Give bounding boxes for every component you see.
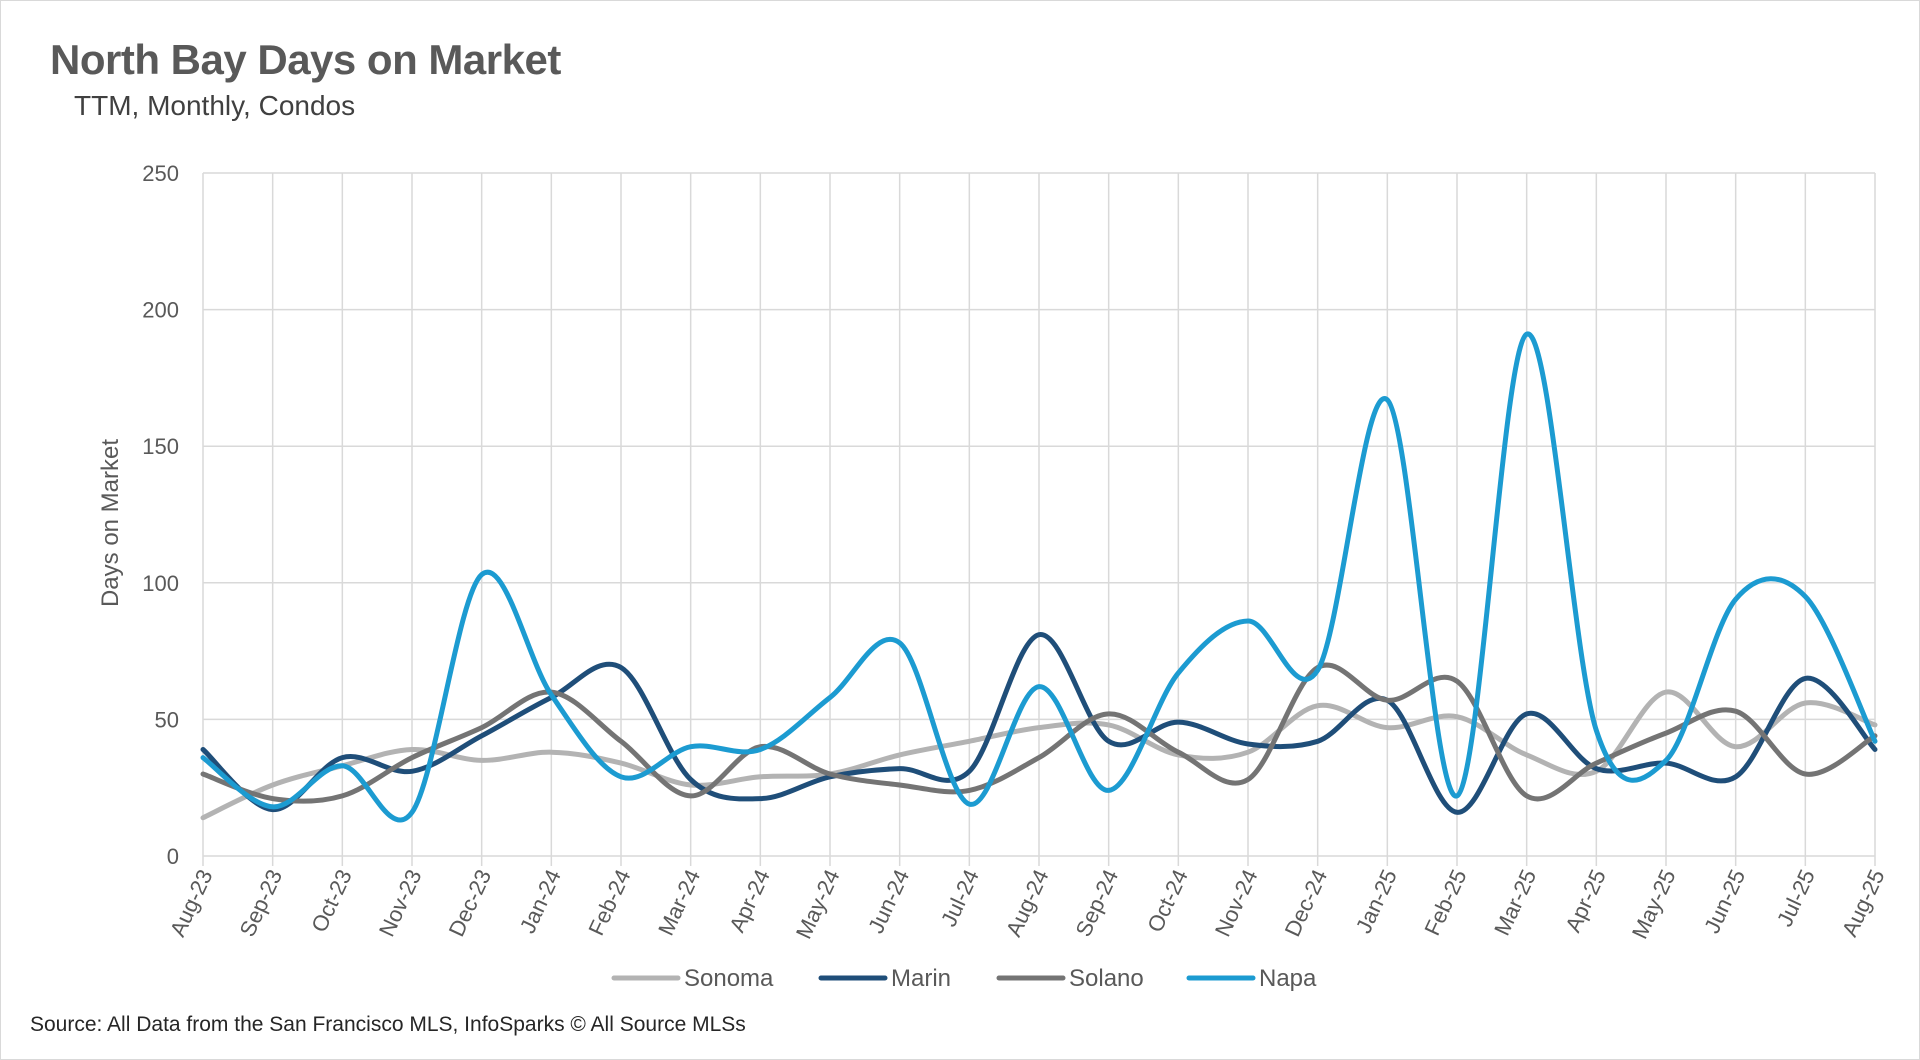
x-tick-label: Dec-24 [1280, 866, 1333, 941]
x-tick-label: Oct-24 [1142, 866, 1193, 936]
x-tick-label: Jul-24 [936, 866, 984, 931]
legend: Sonoma Marin Solano Napa [611, 965, 1317, 992]
x-tick-label: Mar-25 [1489, 866, 1541, 940]
y-tick-label: 50 [155, 707, 179, 732]
gridlines [202, 172, 1876, 866]
x-tick-label: Feb-24 [583, 866, 635, 940]
x-tick-label: Jul-25 [1772, 866, 1820, 931]
x-tick-label: Aug-24 [1001, 866, 1054, 941]
x-axis-ticks: Aug-23 Sep-23 Oct-23 Nov-23 Dec-23 Jan-24 Feb-… [165, 866, 1890, 943]
x-tick-label: Apr-25 [1560, 866, 1611, 936]
x-tick-label: Nov-23 [374, 866, 427, 941]
legend-label-marin: Marin [891, 965, 951, 992]
series-line-marin [200, 632, 1878, 815]
x-tick-label: Feb-25 [1419, 866, 1471, 940]
y-axis-label: Days on Market [97, 439, 124, 607]
chart-title: North Bay Days on Market [50, 36, 561, 83]
x-tick-label: May-25 [1627, 866, 1681, 943]
x-tick-label: Jun-25 [1699, 866, 1750, 938]
legend-label-sonoma: Sonoma [684, 965, 774, 992]
x-tick-label: Nov-24 [1210, 866, 1263, 941]
y-tick-label: 250 [142, 161, 179, 186]
legend-label-solano: Solano [1069, 965, 1144, 992]
y-axis-ticks: 0 50 100 150 200 250 [142, 161, 179, 869]
x-tick-label: Jan-25 [1351, 866, 1402, 938]
series-line-solano [200, 662, 1878, 804]
x-tick-label: Dec-23 [444, 866, 497, 941]
x-tick-label: May-24 [791, 866, 845, 943]
x-tick-label: Aug-23 [165, 866, 218, 941]
x-tick-label: Aug-25 [1837, 866, 1890, 941]
series-line-napa [200, 331, 1878, 823]
series-lines [200, 331, 1878, 823]
x-tick-label: Jun-24 [863, 866, 914, 938]
y-tick-label: 200 [142, 298, 179, 323]
y-tick-label: 0 [167, 844, 179, 869]
y-tick-label: 150 [142, 434, 179, 459]
chart-subtitle: TTM, Monthly, Condos [74, 90, 356, 121]
legend-label-napa: Napa [1259, 965, 1317, 992]
line-chart: 0 50 100 150 200 250 Aug-23 Sep-23 Oct-23 Nov-23… [97, 161, 1890, 992]
source-note: Source: All Data from the San Francisco … [30, 1013, 746, 1036]
x-tick-label: Sep-23 [235, 866, 288, 941]
x-tick-label: Mar-24 [653, 866, 705, 940]
x-tick-label: Apr-24 [724, 866, 775, 936]
x-tick-label: Oct-23 [306, 866, 357, 936]
x-tick-label: Sep-24 [1071, 866, 1124, 941]
y-tick-label: 100 [142, 571, 179, 596]
x-tick-label: Jan-24 [515, 866, 566, 938]
